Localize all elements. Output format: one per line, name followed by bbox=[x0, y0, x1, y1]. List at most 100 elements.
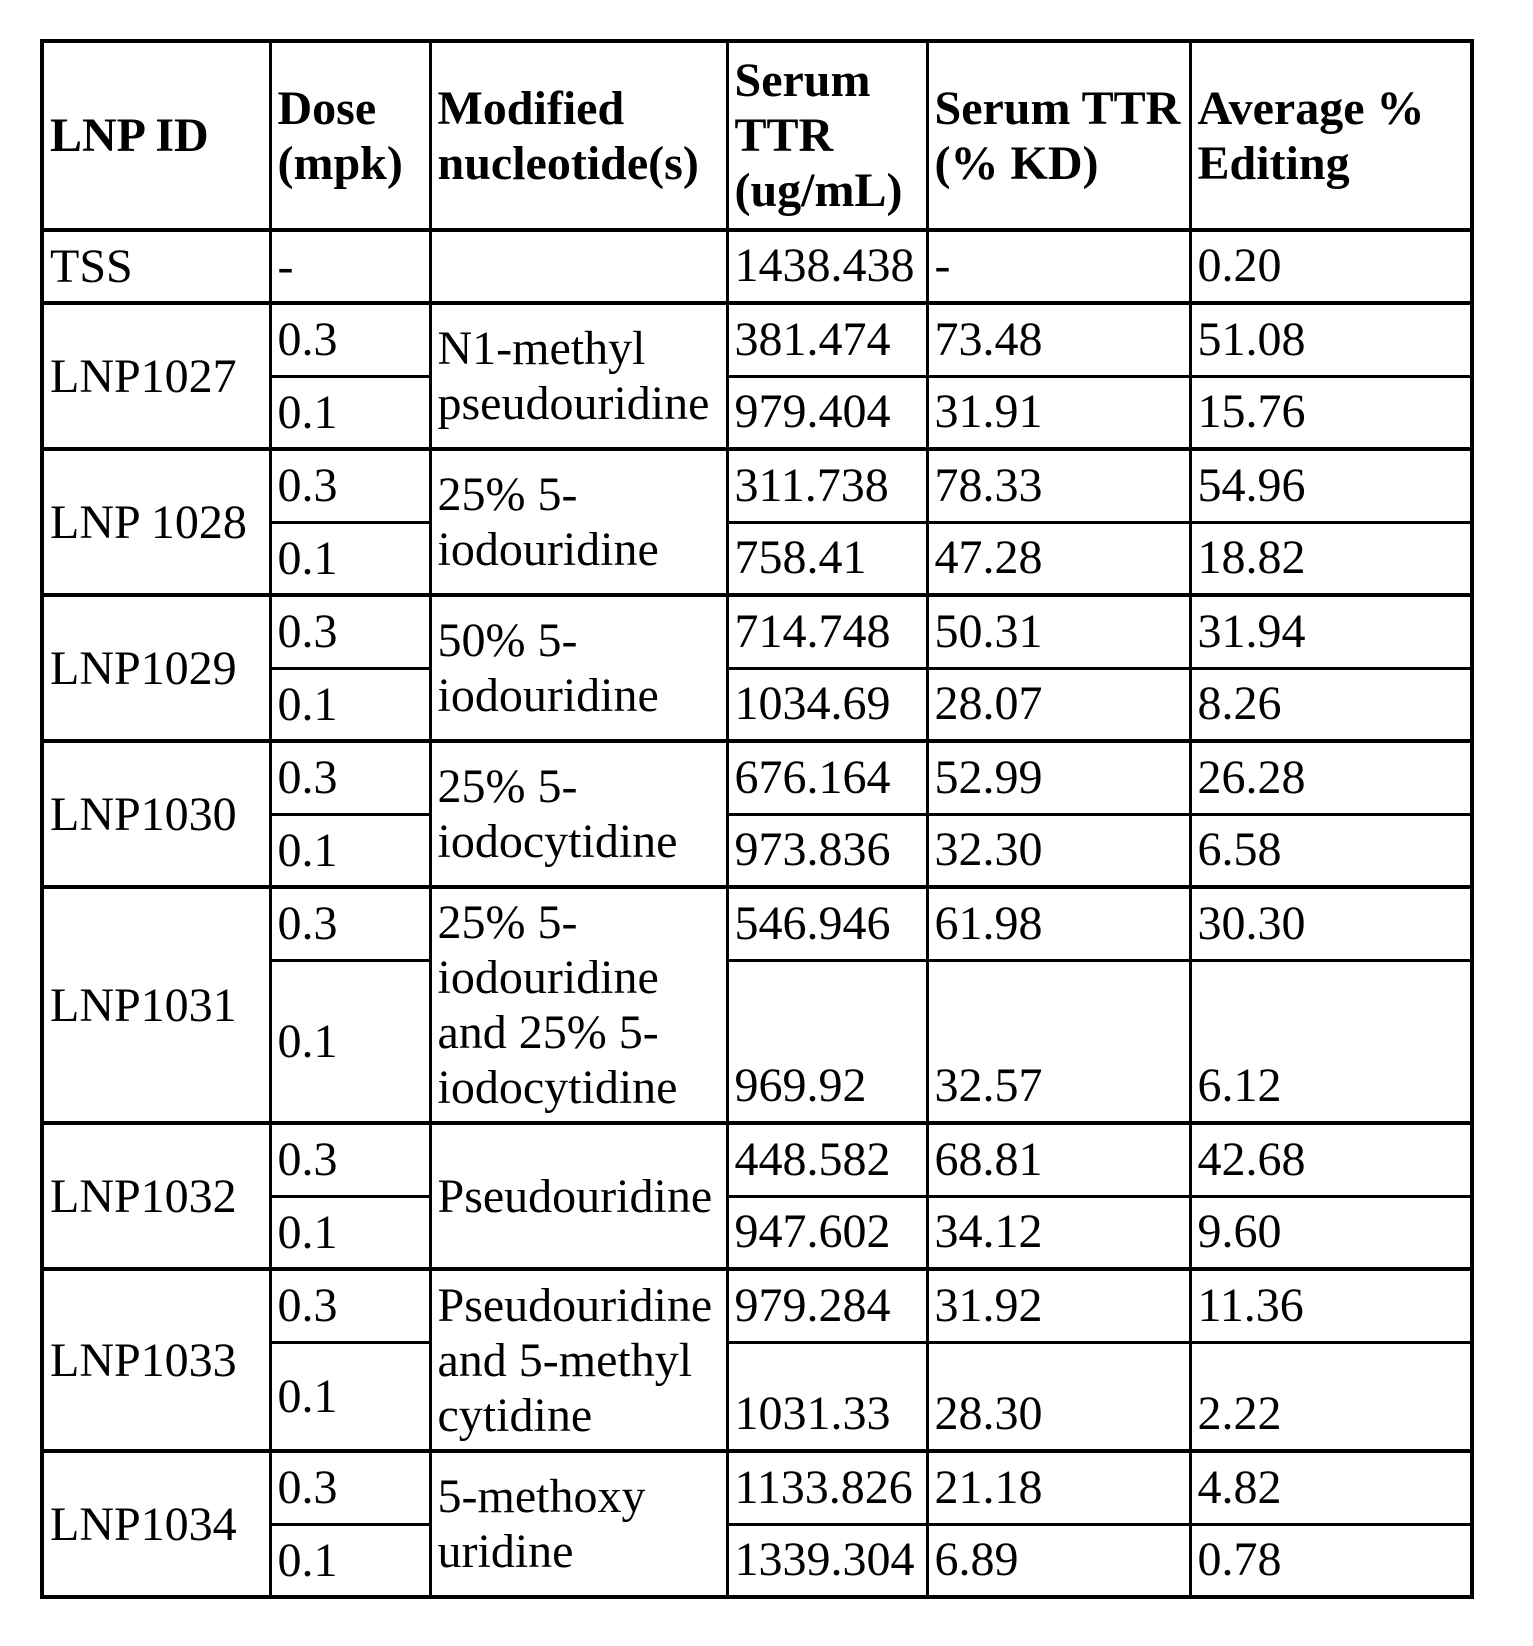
serum-ttr-cell: 979.284 bbox=[725, 1267, 929, 1344]
serum-ttr-cell: 1339.304 bbox=[725, 1522, 929, 1599]
editing-cell: 26.28 bbox=[1188, 739, 1474, 816]
kd-cell: 32.30 bbox=[925, 812, 1192, 889]
header-cell-nucleotide: Modified nucleotide(s) bbox=[428, 39, 729, 232]
dose-cell: 0.3 bbox=[268, 593, 432, 670]
serum-ttr-cell: 973.836 bbox=[725, 812, 929, 889]
kd-cell: 34.12 bbox=[925, 1194, 1192, 1271]
editing-cell: 0.78 bbox=[1188, 1522, 1474, 1599]
dose-cell: 0.1 bbox=[268, 958, 432, 1125]
header-cell-editing: Average % Editing bbox=[1188, 39, 1474, 232]
lnp-editing-results-table: LNP ID Dose (mpk) Modified nucleotide(s)… bbox=[40, 39, 1474, 1599]
editing-cell: 6.12 bbox=[1188, 958, 1474, 1125]
table-row: LNP1031 0.3 25% 5- iodouridine and 25% 5… bbox=[40, 885, 1474, 1125]
dose-cell: 0.1 bbox=[268, 666, 432, 743]
kd-cell: 50.31 bbox=[925, 593, 1192, 670]
editing-cell: 15.76 bbox=[1188, 374, 1474, 451]
table-row: 0.1 947.602 34.12 9.60 bbox=[42, 1194, 1474, 1271]
serum-ttr-cell: 546.946 bbox=[725, 885, 929, 962]
dose-cell: - bbox=[268, 228, 432, 305]
editing-cell: 6.58 bbox=[1188, 812, 1474, 889]
editing-cell: 54.96 bbox=[1188, 447, 1474, 524]
nucleotide-cell: 25% 5- iodouridine bbox=[428, 447, 729, 597]
kd-cell: - bbox=[925, 228, 1192, 305]
serum-ttr-cell: 1034.69 bbox=[725, 666, 929, 743]
header-cell-kd: Serum TTR (% KD) bbox=[925, 39, 1192, 232]
dose-cell: 0.3 bbox=[268, 301, 432, 378]
serum-ttr-cell: 311.738 bbox=[725, 447, 929, 524]
kd-cell: 21.18 bbox=[925, 1449, 1192, 1526]
table-row: 0.1 1034.69 28.07 8.26 bbox=[42, 666, 1474, 743]
table-row: 0.1 969.92 32.57 6.12 bbox=[42, 958, 1474, 1125]
dose-cell: 0.1 bbox=[268, 812, 432, 889]
dose-cell: 0.3 bbox=[268, 739, 432, 816]
dose-cell: 0.3 bbox=[268, 885, 432, 962]
kd-cell: 31.91 bbox=[925, 374, 1192, 451]
kd-cell: 28.07 bbox=[925, 666, 1192, 743]
table-row: LNP1034 0.3 5-methoxy uridine 1133.826 2… bbox=[40, 1449, 1474, 1599]
header-cell-serum-ttr: Serum TTR (ug/mL) bbox=[725, 39, 929, 232]
page: { "header": { "lnp_id": "LNP ID", "dose"… bbox=[0, 39, 1533, 1646]
table-row: LNP1033 0.3 Pseudouridine and 5-methyl c… bbox=[40, 1267, 1474, 1453]
dose-cell: 0.3 bbox=[268, 1267, 432, 1344]
serum-ttr-cell: 714.748 bbox=[725, 593, 929, 670]
serum-ttr-cell: 758.41 bbox=[725, 520, 929, 597]
editing-cell: 2.22 bbox=[1188, 1340, 1474, 1453]
serum-ttr-cell: 1133.826 bbox=[725, 1449, 929, 1526]
editing-cell: 8.26 bbox=[1188, 666, 1474, 743]
dose-cell: 0.3 bbox=[268, 447, 432, 524]
editing-cell: 9.60 bbox=[1188, 1194, 1474, 1271]
table-row: 0.1 979.404 31.91 15.76 bbox=[42, 374, 1474, 451]
table-row: TSS - 1438.438 - 0.20 bbox=[40, 228, 1474, 305]
table-row: 0.1 1339.304 6.89 0.78 bbox=[42, 1522, 1474, 1599]
nucleotide-cell: N1-methyl pseudouridine bbox=[428, 301, 729, 451]
kd-cell: 78.33 bbox=[925, 447, 1192, 524]
kd-cell: 68.81 bbox=[925, 1121, 1192, 1198]
lnp-id-cell: LNP 1028 bbox=[40, 447, 272, 597]
header-row: LNP ID Dose (mpk) Modified nucleotide(s)… bbox=[40, 39, 1474, 232]
table-row: LNP 1028 0.3 25% 5- iodouridine 311.738 … bbox=[40, 447, 1474, 597]
editing-cell: 51.08 bbox=[1188, 301, 1474, 378]
lnp-id-cell: LNP1032 bbox=[40, 1121, 272, 1271]
nucleotide-cell: 5-methoxy uridine bbox=[428, 1449, 729, 1599]
header-cell-dose: Dose (mpk) bbox=[268, 39, 432, 232]
dose-cell: 0.3 bbox=[268, 1121, 432, 1198]
lnp-id-cell: LNP1031 bbox=[40, 885, 272, 1125]
nucleotide-cell bbox=[428, 228, 729, 305]
lnp-id-cell: LNP1027 bbox=[40, 301, 272, 451]
serum-ttr-cell: 979.404 bbox=[725, 374, 929, 451]
serum-ttr-cell: 947.602 bbox=[725, 1194, 929, 1271]
editing-cell: 31.94 bbox=[1188, 593, 1474, 670]
table-row: LNP1029 0.3 50% 5- iodouridine 714.748 5… bbox=[40, 593, 1474, 743]
dose-cell: 0.1 bbox=[268, 1194, 432, 1271]
table-row: 0.1 758.41 47.28 18.82 bbox=[42, 520, 1474, 597]
lnp-id-cell: LNP1029 bbox=[40, 593, 272, 743]
serum-ttr-cell: 1438.438 bbox=[725, 228, 929, 305]
dose-cell: 0.1 bbox=[268, 374, 432, 451]
kd-cell: 52.99 bbox=[925, 739, 1192, 816]
lnp-id-cell: LNP1033 bbox=[40, 1267, 272, 1453]
kd-cell: 73.48 bbox=[925, 301, 1192, 378]
serum-ttr-cell: 1031.33 bbox=[725, 1340, 929, 1453]
nucleotide-cell: 25% 5- iodocytidine bbox=[428, 739, 729, 889]
kd-cell: 6.89 bbox=[925, 1522, 1192, 1599]
kd-cell: 28.30 bbox=[925, 1340, 1192, 1453]
editing-cell: 4.82 bbox=[1188, 1449, 1474, 1526]
dose-cell: 0.1 bbox=[268, 1522, 432, 1599]
table-row: 0.1 973.836 32.30 6.58 bbox=[42, 812, 1474, 889]
nucleotide-cell: 50% 5- iodouridine bbox=[428, 593, 729, 743]
dose-cell: 0.1 bbox=[268, 520, 432, 597]
lnp-id-cell: LNP1034 bbox=[40, 1449, 272, 1599]
dose-cell: 0.3 bbox=[268, 1449, 432, 1526]
nucleotide-cell: Pseudouridine bbox=[428, 1121, 729, 1271]
table-row: LNP1030 0.3 25% 5- iodocytidine 676.164 … bbox=[40, 739, 1474, 889]
nucleotide-cell: 25% 5- iodouridine and 25% 5- iodocytidi… bbox=[428, 885, 729, 1125]
serum-ttr-cell: 676.164 bbox=[725, 739, 929, 816]
table-row: LNP1032 0.3 Pseudouridine 448.582 68.81 … bbox=[40, 1121, 1474, 1271]
nucleotide-cell: Pseudouridine and 5-methyl cytidine bbox=[428, 1267, 729, 1453]
table-row: 0.1 1031.33 28.30 2.22 bbox=[42, 1340, 1474, 1453]
kd-cell: 61.98 bbox=[925, 885, 1192, 962]
lnp-id-cell: TSS bbox=[40, 228, 272, 305]
table-row: LNP1027 0.3 N1-methyl pseudouridine 381.… bbox=[40, 301, 1474, 451]
editing-cell: 30.30 bbox=[1188, 885, 1474, 962]
editing-cell: 11.36 bbox=[1188, 1267, 1474, 1344]
